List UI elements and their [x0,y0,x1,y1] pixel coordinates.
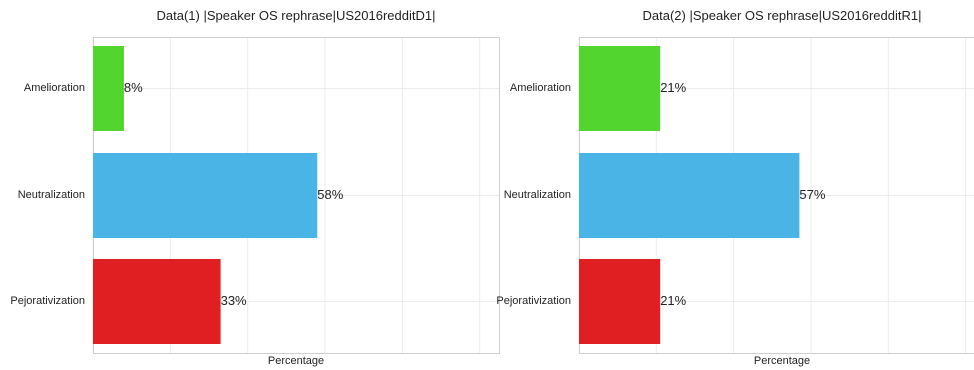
y-tick-label: Amelioration [23,81,85,94]
chart-title: Data(1) |Speaker OS rephrase|US2016reddi… [156,8,436,23]
x-axis-label: Percentage [267,355,325,367]
chart-title: Data(2) |Speaker OS rephrase|US2016reddi… [642,8,922,23]
data-label: 21% [660,292,687,308]
data-label: 21% [660,79,687,95]
bar-neutralization [579,153,800,238]
y-tick-label: Neutralization [503,188,571,201]
x-axis-label: Percentage [753,355,811,367]
plot-area [578,37,974,354]
y-tick-label: Pejorativization [496,294,571,307]
bar-neutralization [93,153,318,238]
y-tick-label: Pejorativization [10,294,85,307]
bar-amelioration [93,46,124,131]
bar-pejorativization [93,259,221,344]
data-label: 33% [220,292,247,308]
y-tick-label: Neutralization [17,188,85,201]
data-label: 57% [799,186,826,202]
plot-area [92,37,500,354]
chart-panel-1: Data(1) |Speaker OS rephrase|US2016reddi… [10,8,500,367]
data-label: 58% [317,186,344,202]
bar-pejorativization [579,259,661,344]
data-label: 8% [123,79,143,95]
y-tick-label: Amelioration [509,81,571,94]
chart-panel-2: Data(2) |Speaker OS rephrase|US2016reddi… [486,0,974,370]
bar-amelioration [579,46,661,131]
